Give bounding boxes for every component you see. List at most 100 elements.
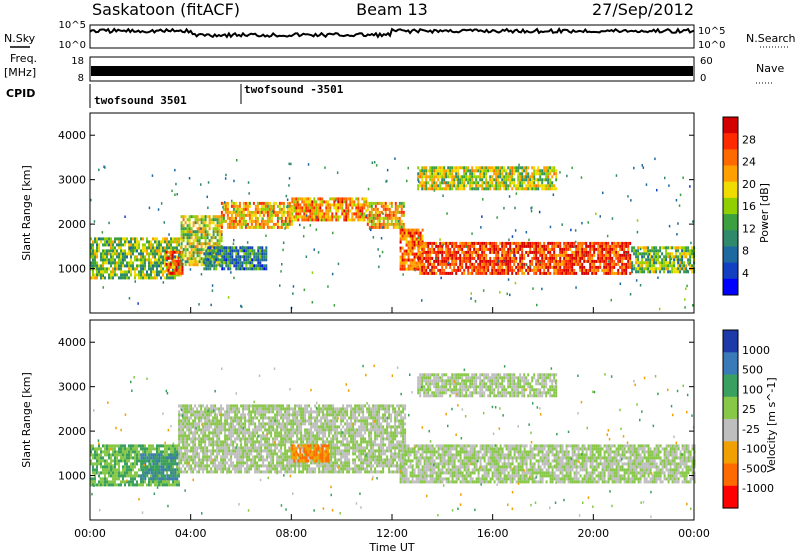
data-cell: [537, 265, 540, 269]
data-cell: [441, 250, 444, 254]
data-cell: [557, 268, 560, 272]
data-cell: [585, 259, 588, 263]
data-cell: [641, 255, 644, 259]
data-cell: [415, 264, 418, 268]
scatter-cell: [686, 284, 688, 288]
data-cell: [399, 228, 402, 232]
data-cell: [234, 449, 237, 453]
data-cell: [236, 204, 239, 208]
scatter-cell: [241, 305, 243, 309]
data-cell: [134, 471, 136, 475]
data-cell: [102, 249, 104, 253]
data-cell: [216, 419, 219, 423]
data-cell: [361, 206, 364, 210]
data-cell: [509, 250, 512, 254]
data-cell: [555, 259, 558, 263]
data-cell: [198, 224, 201, 228]
data-cell: [221, 255, 224, 259]
data-cell: [557, 253, 560, 257]
data-cell: [411, 234, 414, 238]
data-cell: [405, 243, 408, 247]
data-cell: [196, 227, 199, 231]
data-cell: [244, 428, 247, 432]
data-cell: [246, 440, 249, 444]
data-cell: [547, 241, 550, 245]
data-cell: [94, 447, 96, 451]
data-cell: [258, 201, 261, 205]
data-cell: [493, 262, 496, 266]
data-cell: [499, 181, 502, 185]
data-cell: [539, 247, 542, 251]
scatter-cell: [690, 241, 692, 245]
data-cell: [206, 419, 209, 423]
data-cell: [251, 258, 254, 262]
data-cell: [212, 404, 215, 408]
data-cell: [242, 452, 245, 456]
data-cell: [376, 210, 379, 214]
data-cell: [198, 227, 201, 231]
data-cell: [545, 187, 548, 191]
data-cell: [202, 242, 205, 246]
data-cell: [609, 259, 612, 263]
data-cell: [240, 443, 243, 447]
data-cell: [461, 241, 464, 245]
data-cell: [136, 453, 138, 457]
data-cell: [463, 166, 466, 170]
data-cell: [419, 175, 422, 179]
scatter-cell: [303, 288, 306, 292]
data-cell: [116, 243, 118, 247]
data-cell: [423, 184, 426, 188]
data-cell: [451, 178, 454, 182]
data-cell: [230, 452, 233, 456]
data-cell: [160, 276, 162, 280]
data-cell: [100, 471, 102, 475]
data-cell: [98, 459, 100, 463]
data-cell: [427, 241, 430, 245]
data-cell: [132, 462, 134, 466]
data-cell: [243, 255, 246, 259]
data-cell: [509, 259, 512, 263]
data-cell: [282, 213, 285, 217]
data-cell: [184, 233, 187, 237]
data-cell: [335, 212, 338, 216]
data-cell: [238, 222, 241, 226]
data-cell: [503, 250, 506, 254]
data-cell: [382, 201, 385, 205]
data-cell: [581, 241, 584, 245]
data-cell: [533, 184, 536, 188]
data-cell: [419, 237, 422, 241]
data-cell: [501, 241, 504, 245]
data-cell: [214, 425, 217, 429]
data-cell: [286, 222, 289, 226]
data-cell: [162, 480, 164, 484]
data-cell: [625, 262, 628, 266]
data-cell: [94, 264, 96, 268]
data-cell: [122, 243, 124, 247]
data-cell: [181, 271, 184, 275]
data-cell: [685, 252, 688, 256]
data-cell: [180, 263, 183, 267]
data-cell: [309, 206, 312, 210]
data-cell: [647, 264, 650, 268]
data-cell: [130, 237, 132, 241]
scatter-cell: [682, 176, 684, 179]
data-cell: [423, 187, 426, 191]
data-cell: [208, 407, 211, 411]
data-cell: [106, 465, 108, 469]
data-cell: [162, 273, 164, 277]
data-cell: [499, 175, 502, 179]
data-cell: [132, 243, 134, 247]
data-cell: [236, 437, 239, 441]
data-cell: [138, 270, 140, 274]
data-cell: [593, 250, 596, 254]
data-cell: [112, 276, 114, 280]
data-cell: [178, 461, 181, 465]
scatter-cell: [331, 272, 334, 276]
data-cell: [565, 256, 568, 260]
data-cell: [90, 276, 92, 280]
data-cell: [238, 213, 241, 217]
data-cell: [156, 444, 158, 448]
data-cell: [167, 262, 170, 266]
data-cell: [649, 264, 652, 268]
data-cell: [210, 218, 213, 222]
